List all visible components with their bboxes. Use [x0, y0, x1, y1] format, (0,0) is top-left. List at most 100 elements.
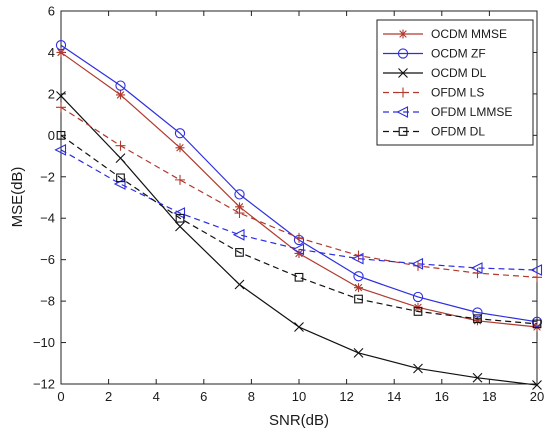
legend-label: OFDM DL	[431, 125, 485, 139]
x-tick-label: 0	[57, 389, 64, 404]
legend-marker	[396, 106, 409, 118]
data-point	[56, 47, 66, 57]
data-point	[234, 189, 245, 200]
x-tick-label: 4	[153, 389, 160, 404]
legend-box	[376, 19, 534, 146]
series-ofdm-lmmse	[54, 143, 543, 276]
data-point	[173, 207, 186, 219]
series-lines	[54, 40, 543, 390]
data-point	[234, 279, 245, 290]
data-point	[175, 213, 185, 223]
legend-label: OCDM DL	[431, 66, 487, 80]
data-point	[175, 143, 185, 153]
y-tick-label: −2	[40, 169, 55, 184]
data-point	[532, 272, 542, 283]
data-point	[175, 221, 185, 232]
y-tick-label: −10	[33, 335, 55, 350]
x-tick-label: 2	[105, 389, 112, 404]
data-point	[532, 322, 542, 332]
x-tick-label: 6	[200, 389, 207, 404]
data-point	[413, 363, 423, 374]
series-ofdm-ls	[56, 102, 542, 283]
legend-label: OCDM ZF	[431, 47, 486, 61]
data-point	[472, 268, 483, 279]
data-point	[413, 307, 423, 316]
y-axis-label: MSE(dB)	[9, 167, 26, 228]
data-point	[56, 102, 66, 113]
data-point	[531, 316, 543, 327]
legend-item: OFDM DL	[383, 125, 485, 139]
data-point	[294, 248, 304, 258]
data-point	[472, 372, 483, 383]
legend-marker	[397, 48, 409, 59]
legend-marker	[398, 127, 408, 136]
legend-item: OFDM LS	[383, 86, 484, 100]
y-tick-label: 4	[48, 45, 55, 60]
y-tick-label: 0	[48, 128, 55, 143]
x-tick-label: 8	[248, 389, 255, 404]
data-point	[294, 322, 304, 332]
legend-item: OCDM DL	[383, 66, 487, 80]
data-point	[115, 80, 126, 91]
x-tick-label: 18	[482, 389, 496, 404]
data-point	[411, 257, 424, 270]
legend-item: OCDM MMSE	[383, 27, 507, 41]
data-point	[115, 140, 126, 151]
data-point	[532, 319, 542, 329]
x-axis-label: SNR(dB)	[269, 412, 329, 429]
data-point	[473, 316, 482, 326]
legend: OCDM MMSE OCDM ZF OCDM DL OFDM LS OFDM LMMSE…	[376, 19, 534, 146]
y-tick-label: −6	[40, 252, 55, 267]
data-point	[54, 143, 67, 156]
data-point	[56, 91, 66, 101]
legend-marker	[398, 87, 408, 98]
x-tick-label: 14	[387, 389, 401, 404]
data-point	[116, 173, 125, 183]
data-point	[56, 130, 66, 140]
data-point	[353, 348, 364, 358]
data-point	[55, 40, 67, 51]
axis-ticks: 0 2 4 6 8 10 12 14 16 18 20 −12 −10 −8 −6 −4 −2 0 2 4 6	[33, 4, 544, 405]
x-tick-label: 12	[339, 389, 353, 404]
data-point	[413, 260, 423, 271]
legend-item: OCDM ZF	[383, 47, 486, 61]
y-tick-label: 6	[48, 4, 55, 19]
data-point	[175, 174, 185, 185]
data-point	[294, 272, 304, 282]
data-point	[530, 264, 543, 276]
data-point	[234, 208, 245, 219]
data-point	[115, 153, 126, 164]
legend-item: OFDM LMMSE	[383, 105, 512, 119]
data-point	[235, 202, 244, 212]
data-point	[353, 271, 364, 282]
y-tick-label: −4	[40, 211, 55, 226]
legend-label: OFDM LS	[431, 86, 484, 100]
x-tick-label: 10	[292, 389, 306, 404]
series-line	[60, 149, 538, 271]
series-ofdm-dl	[56, 130, 542, 329]
legend-label: OCDM MMSE	[431, 27, 507, 41]
data-point	[174, 128, 186, 139]
x-tick-label: 16	[435, 389, 449, 404]
data-point	[472, 307, 483, 318]
y-tick-label: −8	[40, 294, 55, 309]
data-point	[116, 90, 125, 100]
y-tick-label: 2	[48, 86, 55, 101]
data-point	[473, 314, 482, 324]
x-tick-label: 20	[530, 389, 544, 404]
data-point	[235, 248, 244, 257]
series-line	[60, 134, 538, 325]
data-point	[294, 232, 304, 243]
legend-marker	[398, 68, 408, 78]
legend-marker	[398, 29, 408, 39]
data-point	[232, 228, 245, 241]
legend-label: OFDM LMMSE	[431, 105, 512, 119]
y-tick-label: −12	[33, 377, 55, 392]
series-ocdm-dl	[56, 91, 542, 390]
data-point	[470, 262, 483, 274]
data-point	[354, 294, 363, 304]
data-point	[354, 283, 363, 293]
data-point	[532, 380, 542, 390]
